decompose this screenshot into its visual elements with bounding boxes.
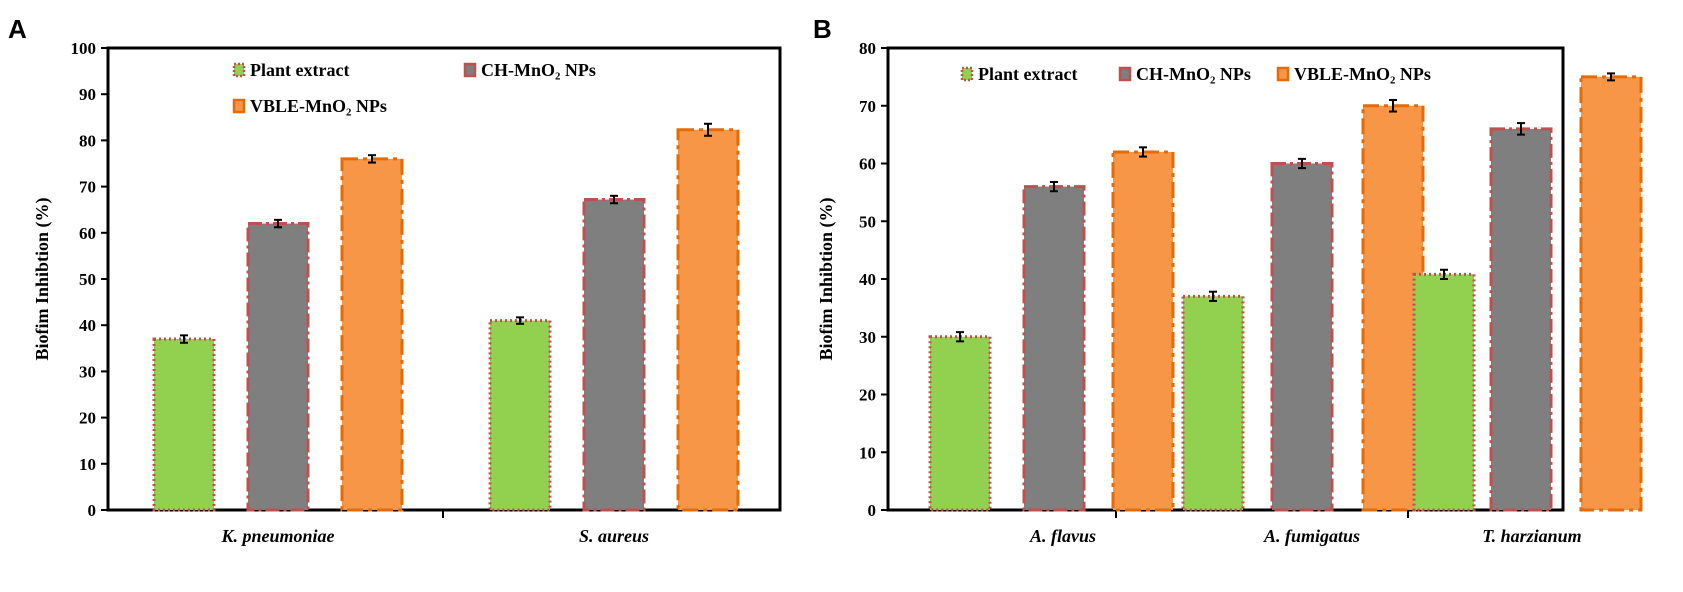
panel-letter: A [8,14,27,44]
legend-swatch-vble-mno-nps [232,98,246,114]
category-label: T. harzianum [1482,526,1581,546]
bar-plant-extract-a-fumigatus [1181,294,1245,512]
legend-swatch-plant-extract [960,66,974,82]
legend-label-ch-mno-nps: CH-MnO₂ NPs [481,60,596,80]
y-tick-label: 0 [88,501,97,520]
y-tick-label: 50 [79,270,96,289]
y-tick-label: 30 [859,328,876,347]
bar-ch-mno-nps-t-harzianum [1489,127,1553,512]
legend-swatch-ch-mno-nps [463,62,477,78]
panel-letter: B [813,14,832,44]
panel-a: A 0 10 20 30 40 50 60 70 80 90 100 Biofim Inhibtion … [8,14,782,546]
category-label: S. aureus [579,526,649,546]
y-tick-label: 60 [859,155,876,174]
legend-label-vble-mno-nps: VBLE-MnO₂ NPs [1294,64,1431,84]
y-tick-label: 10 [859,443,876,462]
y-tick-label: 30 [79,362,96,381]
y-axis-label: Biofim Inhibtion (%) [816,197,837,360]
category-label: A. flavus [1029,526,1096,546]
bar-vble-mno-nps-k-pneumoniae [340,157,404,512]
legend-swatch-plant-extract [232,62,246,78]
bar-ch-mno-nps-s-aureus [582,198,646,512]
y-tick-label: 0 [868,501,877,520]
bar-ch-mno-nps-a-flavus [1022,185,1086,512]
y-tick-label: 40 [859,270,876,289]
bar-vble-mno-nps-t-harzianum [1579,75,1643,512]
legend-label-plant-extract: Plant extract [250,60,349,80]
y-tick-label: 90 [79,85,96,104]
bar-plant-extract-a-flavus [928,335,992,512]
category-label: K. pneumoniae [220,526,334,546]
y-tick-label: 70 [79,178,96,197]
y-tick-label: 20 [79,409,96,428]
y-tick-label: 50 [859,212,876,231]
category-label: A. fumigatus [1263,526,1360,546]
y-tick-label: 80 [859,39,876,58]
y-tick-label: 20 [859,386,876,405]
bar-plant-extract-t-harzianum [1412,272,1476,512]
bar-vble-mno-nps-a-fumigatus [1361,104,1425,512]
legend-swatch-ch-mno-nps [1118,66,1132,82]
legend-swatch-vble-mno-nps [1276,66,1290,82]
bar-plant-extract-s-aureus [488,319,552,512]
legend-label-vble-mno-nps: VBLE-MnO₂ NPs [250,96,387,116]
bar-ch-mno-nps-k-pneumoniae [246,222,310,512]
bar-ch-mno-nps-a-fumigatus [1270,162,1334,512]
y-axis-label: Biofim Inhibtion (%) [32,197,53,360]
y-tick-label: 100 [71,39,97,58]
bar-vble-mno-nps-s-aureus [676,128,740,512]
bar-plant-extract-k-pneumoniae [152,337,216,512]
bar-vble-mno-nps-a-flavus [1111,150,1175,512]
y-tick-label: 10 [79,455,96,474]
legend-label-ch-mno-nps: CH-MnO₂ NPs [1136,64,1251,84]
panel-b: B 0 10 20 30 40 50 60 70 80 Biofim Inhibtion (%) A.… [813,14,1643,546]
y-tick-label: 70 [859,97,876,116]
y-tick-label: 80 [79,131,96,150]
y-tick-label: 60 [79,224,96,243]
legend-label-plant-extract: Plant extract [978,64,1077,84]
y-tick-label: 40 [79,316,96,335]
